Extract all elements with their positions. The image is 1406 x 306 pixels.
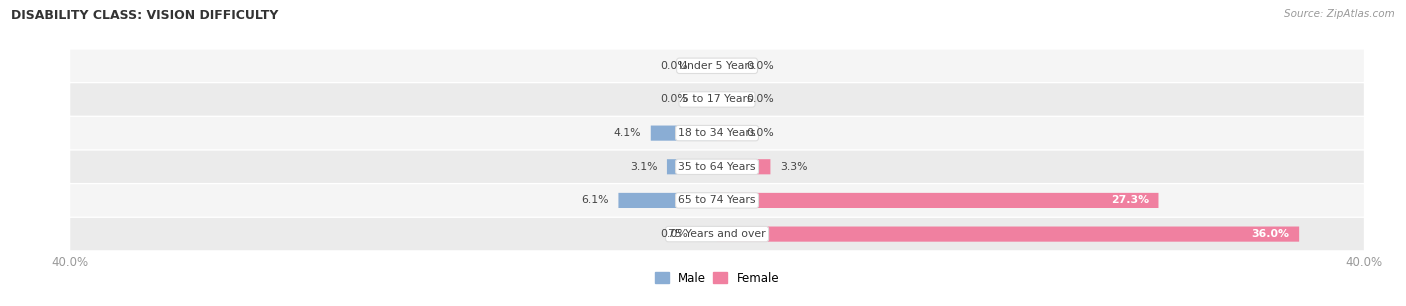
FancyBboxPatch shape [70,151,1364,183]
Text: 0.0%: 0.0% [661,95,688,104]
FancyBboxPatch shape [70,218,1364,250]
Text: Source: ZipAtlas.com: Source: ZipAtlas.com [1284,9,1395,19]
Text: 0.0%: 0.0% [747,61,773,71]
Text: 0.0%: 0.0% [747,95,773,104]
FancyBboxPatch shape [717,58,737,73]
FancyBboxPatch shape [697,58,717,73]
FancyBboxPatch shape [70,117,1364,149]
Legend: Male, Female: Male, Female [650,267,785,289]
Text: 4.1%: 4.1% [613,128,641,138]
FancyBboxPatch shape [717,92,737,107]
Text: 65 to 74 Years: 65 to 74 Years [678,196,756,205]
Text: 3.1%: 3.1% [630,162,657,172]
FancyBboxPatch shape [717,125,737,141]
Text: 0.0%: 0.0% [747,128,773,138]
Text: 75 Years and over: 75 Years and over [668,229,766,239]
Text: 0.0%: 0.0% [661,229,688,239]
Text: 6.1%: 6.1% [581,196,609,205]
Text: 18 to 34 Years: 18 to 34 Years [678,128,756,138]
Text: Under 5 Years: Under 5 Years [679,61,755,71]
Text: 0.0%: 0.0% [661,61,688,71]
Text: 35 to 64 Years: 35 to 64 Years [678,162,756,172]
FancyBboxPatch shape [70,50,1364,82]
FancyBboxPatch shape [619,193,717,208]
Text: DISABILITY CLASS: VISION DIFFICULTY: DISABILITY CLASS: VISION DIFFICULTY [11,9,278,22]
FancyBboxPatch shape [666,159,717,174]
FancyBboxPatch shape [717,193,1159,208]
FancyBboxPatch shape [70,83,1364,116]
FancyBboxPatch shape [697,226,717,242]
FancyBboxPatch shape [70,184,1364,217]
Text: 27.3%: 27.3% [1111,196,1149,205]
FancyBboxPatch shape [717,159,770,174]
Text: 5 to 17 Years: 5 to 17 Years [682,95,752,104]
FancyBboxPatch shape [697,92,717,107]
Text: 3.3%: 3.3% [780,162,807,172]
Text: 36.0%: 36.0% [1251,229,1289,239]
FancyBboxPatch shape [651,125,717,141]
FancyBboxPatch shape [717,226,1299,242]
